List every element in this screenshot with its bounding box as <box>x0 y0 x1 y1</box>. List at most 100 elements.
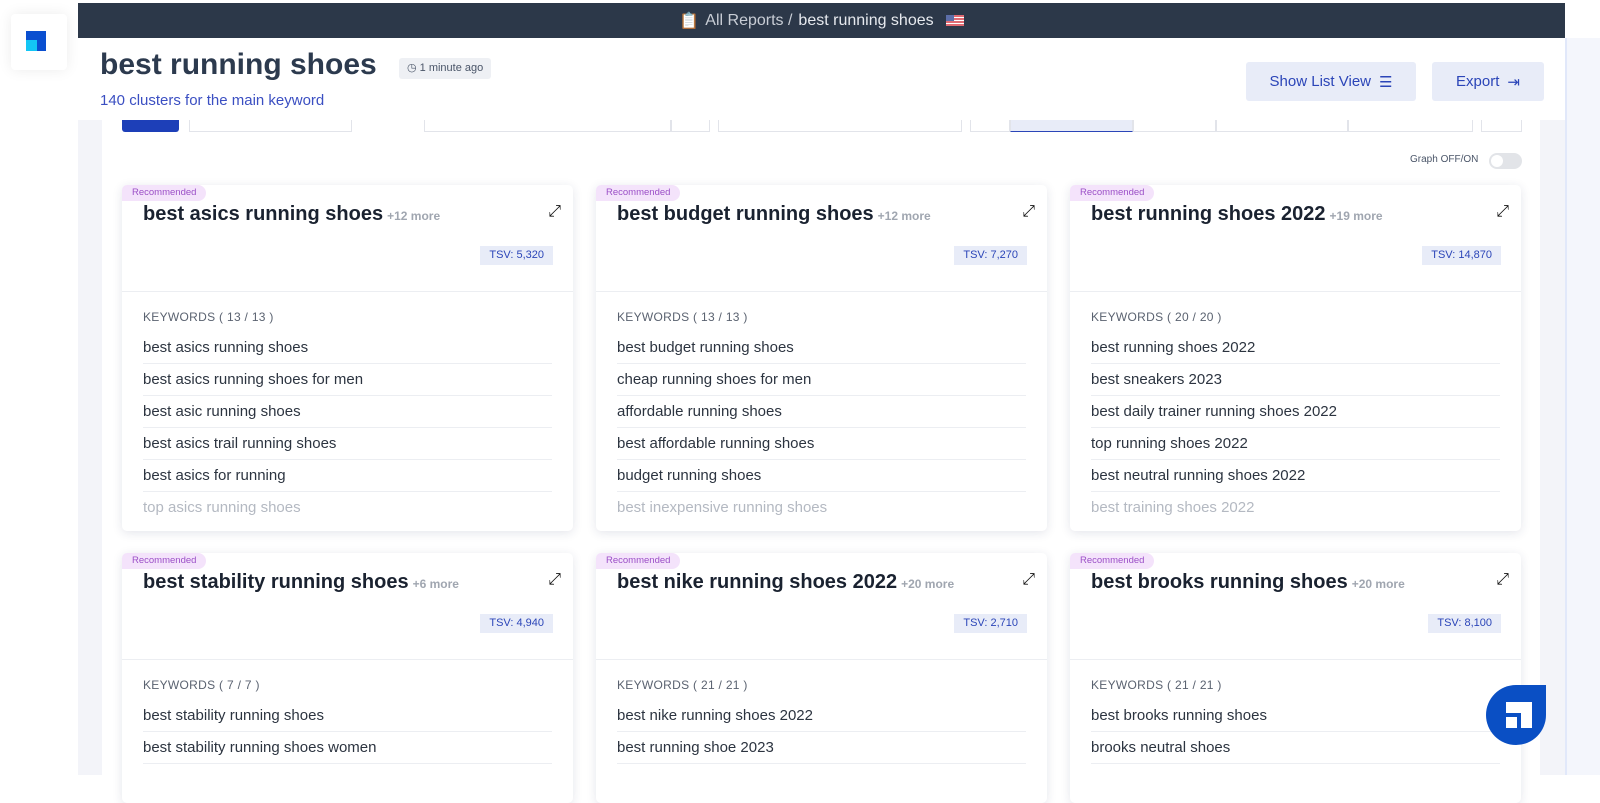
tsv-badge: TSV: 8,100 <box>1428 614 1501 633</box>
page-subtitle: 140 clusters for the main keyword <box>100 92 325 109</box>
divider <box>122 659 573 660</box>
divider <box>1070 659 1521 660</box>
cluster-title-text: best stability running shoes <box>143 571 409 593</box>
keyword-item: best running shoe 2023 <box>617 732 1026 764</box>
cluster-title-text: best nike running shoes 2022 <box>617 571 898 593</box>
cluster-title[interactable]: best brooks running shoes +20 more <box>1091 571 1405 594</box>
tsv-badge: TSV: 5,320 <box>480 246 553 265</box>
cluster-title-text: best brooks running shoes <box>1091 571 1348 593</box>
more-count: +20 more <box>901 577 955 591</box>
tsv-badge: TSV: 4,940 <box>480 614 553 633</box>
keyword-item: best nike running shoes 2022 <box>617 700 1026 732</box>
cluster-title[interactable]: best running shoes 2022 +19 more <box>1091 203 1383 226</box>
filter-input-2[interactable] <box>718 120 962 132</box>
keyword-item: best sneakers 2023 <box>1091 364 1500 396</box>
keyword-item: top running shoes 2022 <box>1091 428 1500 460</box>
expand-icon[interactable]: ⤢ <box>548 203 561 220</box>
keyword-item: best asics for running <box>143 460 552 492</box>
divider <box>596 659 1047 660</box>
divider <box>122 291 573 292</box>
expand-icon[interactable]: ⤢ <box>548 571 561 588</box>
filter-input[interactable] <box>424 120 671 132</box>
cluster-title-text: best running shoes 2022 <box>1091 203 1326 225</box>
keyword-item: best asic running shoes <box>143 396 552 428</box>
help-chat-button[interactable] <box>1486 685 1546 745</box>
recommended-badge: Recommended <box>596 553 681 569</box>
keyword-item: best inexpensive running shoes <box>617 499 828 516</box>
us-flag-icon <box>945 15 964 26</box>
expand-icon[interactable]: ⤢ <box>1496 571 1509 588</box>
show-list-view-button[interactable]: Show List View ☰ <box>1246 62 1416 101</box>
recommended-badge: Recommended <box>122 553 207 569</box>
filter-button[interactable] <box>122 120 179 132</box>
divider <box>596 291 1047 292</box>
cluster-title-text: best asics running shoes <box>143 203 384 225</box>
page-title: best running shoes <box>100 48 377 81</box>
keyword-item: top asics running shoes <box>143 499 301 516</box>
cluster-card[interactable]: Recommended best nike running shoes 2022… <box>596 553 1047 803</box>
breadcrumb-all-reports[interactable]: All Reports / <box>705 11 793 29</box>
cluster-title-text: best budget running shoes <box>617 203 874 225</box>
tsv-badge: TSV: 7,270 <box>954 246 1027 265</box>
scrollbar[interactable] <box>1565 38 1600 775</box>
filter-tab[interactable] <box>970 120 1010 132</box>
cluster-card[interactable]: Recommended best asics running shoes +12 … <box>122 185 573 531</box>
more-count: +12 more <box>877 209 931 223</box>
cluster-card[interactable]: Recommended best running shoes 2022 +19 m… <box>1070 185 1521 531</box>
cluster-title[interactable]: best stability running shoes +6 more <box>143 571 459 594</box>
keyword-item: best stability running shoes <box>143 700 552 732</box>
list-icon: ☰ <box>1379 73 1393 91</box>
export-button[interactable]: Export ⇥ <box>1432 62 1544 101</box>
clock-icon: ◷ <box>407 62 420 74</box>
expand-icon[interactable]: ⤢ <box>1496 203 1509 220</box>
updated-badge: ◷ 1 minute ago <box>399 58 492 79</box>
cluster-title[interactable]: best asics running shoes +12 more <box>143 203 440 226</box>
filter-addon[interactable] <box>671 120 710 132</box>
keywords-label: KEYWORDS ( 21 / 21 ) <box>1091 678 1222 692</box>
keyword-list: best budget running shoes cheap running s… <box>617 332 1026 524</box>
keywords-label: KEYWORDS ( 13 / 13 ) <box>143 310 274 324</box>
expand-icon[interactable]: ⤢ <box>1022 203 1035 220</box>
keyword-item: best running shoes 2022 <box>1091 332 1500 364</box>
keywords-label: KEYWORDS ( 20 / 20 ) <box>1091 310 1222 324</box>
graph-toggle[interactable] <box>1489 153 1522 169</box>
keyword-item: cheap running shoes for men <box>617 364 1026 396</box>
recommended-badge: Recommended <box>1070 185 1155 201</box>
cluster-card[interactable]: Recommended best budget running shoes +12… <box>596 185 1047 531</box>
filter-select[interactable] <box>189 120 352 132</box>
keywords-label: KEYWORDS ( 21 / 21 ) <box>617 678 748 692</box>
keyword-list: best nike running shoes 2022 best running… <box>617 700 1026 764</box>
export-label: Export <box>1456 73 1500 90</box>
app-logo[interactable] <box>11 14 67 70</box>
export-icon: ⇥ <box>1507 73 1520 91</box>
graph-toggle-label: Graph OFF/ON <box>1410 154 1479 165</box>
cluster-card[interactable]: Recommended best brooks running shoes +20… <box>1070 553 1521 803</box>
keyword-item: best stability running shoes women <box>143 732 552 764</box>
keyword-item: brooks neutral shoes <box>1091 732 1500 764</box>
keyword-list: best running shoes 2022 best sneakers 202… <box>1091 332 1500 524</box>
keywords-label: KEYWORDS ( 13 / 13 ) <box>617 310 748 324</box>
keyword-list: best brooks running shoes brooks neutral … <box>1091 700 1500 764</box>
keyword-item: best daily trainer running shoes 2022 <box>1091 396 1500 428</box>
filter-tab[interactable] <box>1216 120 1348 132</box>
keyword-item: best asics running shoes for men <box>143 364 552 396</box>
more-count: +20 more <box>1351 577 1405 591</box>
cluster-title[interactable]: best nike running shoes 2022 +20 more <box>617 571 954 594</box>
filter-tab[interactable] <box>1133 120 1216 132</box>
keyword-item: best brooks running shoes <box>1091 700 1500 732</box>
keyword-item: budget running shoes <box>617 460 1026 492</box>
recommended-badge: Recommended <box>122 185 207 201</box>
list-view-label: Show List View <box>1269 73 1371 90</box>
keyword-item: best affordable running shoes <box>617 428 1026 460</box>
filter-extra[interactable] <box>1481 120 1522 132</box>
recommended-badge: Recommended <box>1070 553 1155 569</box>
keyword-item: best asics trail running shoes <box>143 428 552 460</box>
filter-tab-active[interactable] <box>1010 120 1133 132</box>
keyword-item: best budget running shoes <box>617 332 1026 364</box>
filter-tab[interactable] <box>1348 120 1473 132</box>
keyword-item: best asics running shoes <box>143 332 552 364</box>
expand-icon[interactable]: ⤢ <box>1022 571 1035 588</box>
cluster-card[interactable]: Recommended best stability running shoes… <box>122 553 573 803</box>
left-sidebar <box>0 0 78 775</box>
cluster-title[interactable]: best budget running shoes +12 more <box>617 203 931 226</box>
